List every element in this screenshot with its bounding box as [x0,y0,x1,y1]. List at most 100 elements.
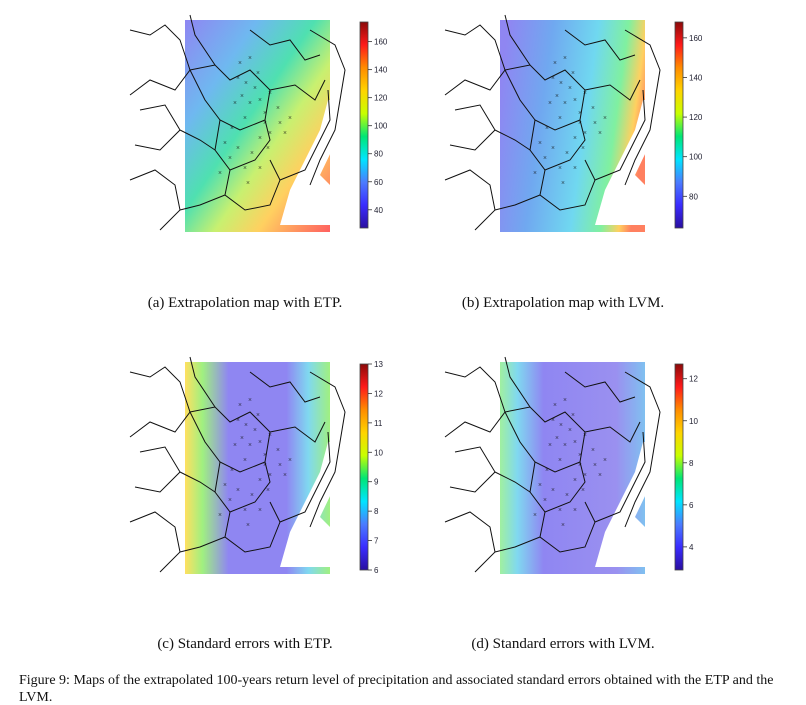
station-marker: × [593,461,597,469]
region-border [269,79,326,101]
region-border [584,79,641,101]
station-marker: × [233,441,237,449]
station-marker: × [593,119,597,127]
colorbar-tick-label: 40 [374,206,383,215]
station-marker: × [248,99,252,107]
region-border [494,194,541,211]
station-marker: × [276,104,280,112]
region-border [189,64,271,131]
station-marker: × [266,144,270,152]
region-border [504,406,586,473]
station-marker: × [551,144,555,152]
map-panel-a: × × × × × × × × × × × × × × × × × × × × × × × × × × × × × × 40 60 80 100 1… [120,10,420,240]
station-marker: × [263,119,267,127]
station-marker: × [559,79,563,87]
station-marker: × [578,451,582,459]
region-border [444,24,506,96]
region-border [624,371,661,528]
station-marker: × [244,421,248,429]
station-marker: × [230,124,234,132]
region-border [189,406,271,473]
station-marker: × [240,434,244,442]
station-marker: × [278,119,282,127]
region-border [504,356,531,408]
station-marker: × [243,456,247,464]
station-marker: × [565,149,569,157]
station-marker: × [250,149,254,157]
region-border [129,366,191,438]
region-border [529,119,586,171]
colorbar-tick-label: 8 [374,507,379,516]
region-border [494,471,531,493]
station-marker: × [583,129,587,137]
station-marker: × [551,486,555,494]
colorbar [674,21,684,229]
colorbar-tick-label: 4 [689,543,694,552]
station-marker: × [578,461,582,469]
station-marker: × [268,431,272,439]
region-border [539,159,596,211]
colorbar-tick-label: 11 [374,419,383,428]
station-marker: × [598,471,602,479]
station-marker: × [278,461,282,469]
station-marker: × [533,169,537,177]
station-marker: × [268,471,272,479]
map-svg-b: ×××××× ××××××××××××××××××××××××8010012014… [444,14,703,232]
station-marker: × [555,434,559,442]
region-border [449,446,496,493]
station-marker: × [568,426,572,434]
region-border [594,89,646,181]
colorbar-tick-label: 10 [374,448,383,457]
station-marker: × [258,164,262,172]
station-marker: × [236,486,240,494]
station-marker: × [553,401,557,409]
colorbar-tick-label: 60 [374,178,383,187]
region-border [584,421,641,443]
station-marker: × [258,476,262,484]
region-border [129,169,181,231]
station-marker: × [563,99,567,107]
station-marker: × [258,96,262,104]
region-border [279,89,331,181]
colorbar-tick-label: 13 [374,360,383,369]
station-marker: × [240,92,244,100]
region-border [129,24,191,96]
station-marker: × [551,416,555,424]
subcaption-a: (a) Extrapolation map with ETP. [147,295,343,311]
region-border [449,104,496,151]
sea-mask [595,442,665,567]
station-marker: × [583,89,587,97]
station-marker: × [561,179,565,187]
station-marker: × [218,511,222,519]
station-marker: × [603,114,607,122]
map-panel-c: × × × × × × × × × × × × × × × × × × × × × × × × × × × × × × 6 7 8 9 10 11 12… [120,352,420,582]
subcaption-b: (b) Extrapolation map with LVM. [461,295,665,311]
station-marker: × [246,521,250,529]
region-border [444,366,506,438]
region-border [249,29,321,61]
station-marker: × [288,456,292,464]
colorbar [359,21,369,229]
station-marker: × [543,496,547,504]
colorbar-tick-label: 12 [689,375,698,384]
region-border [494,536,541,553]
station-marker: × [581,144,585,152]
station-marker: × [548,441,552,449]
region-border [564,29,636,61]
station-marker: × [563,54,567,62]
region-border [179,471,216,493]
station-marker: × [573,438,577,446]
station-marker: × [248,396,252,404]
station-marker: × [243,506,247,514]
station-marker: × [250,491,254,499]
station-marker: × [573,506,577,514]
colorbar-tick-label: 12 [374,389,383,398]
station-marker: × [543,154,547,162]
region-border [539,501,596,553]
region-border [504,14,531,66]
station-marker: × [256,69,260,77]
station-marker: × [558,164,562,172]
colorbar [674,363,684,571]
colorbar-tick-label: 140 [374,66,388,75]
